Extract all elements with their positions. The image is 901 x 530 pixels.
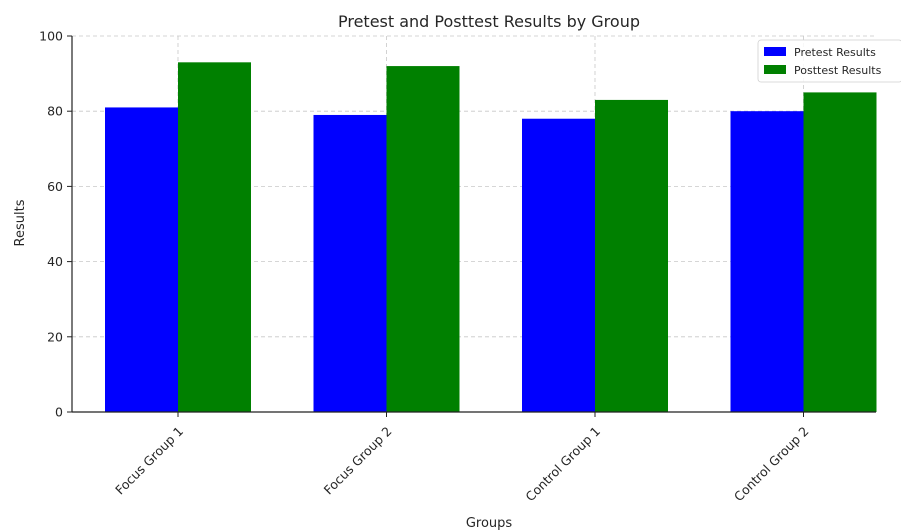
- bars: [105, 62, 877, 413]
- bar-posttest: [178, 62, 251, 412]
- x-axis-label: Groups: [466, 516, 513, 530]
- bar-posttest: [595, 99, 668, 413]
- y-tick-label: 0: [55, 405, 63, 420]
- y-axis-label: Results: [13, 199, 28, 246]
- legend-label: Posttest Results: [794, 64, 882, 77]
- legend-swatch: [764, 47, 786, 56]
- legend: Pretest Results Posttest Results: [757, 39, 901, 83]
- bar-posttest: [386, 66, 460, 412]
- bar-posttest: [803, 92, 877, 413]
- legend-swatch: [764, 65, 786, 74]
- y-tick-label: 60: [47, 179, 63, 194]
- bar-pretest: [313, 114, 387, 413]
- bar-pretest: [522, 118, 595, 412]
- y-tick-label: 40: [47, 254, 63, 269]
- x-tick-label: Control Group 2: [731, 424, 812, 505]
- axes: [71, 36, 876, 413]
- legend-label: Pretest Results: [794, 46, 876, 59]
- x-tick-label: Focus Group 2: [321, 424, 395, 498]
- x-tick-label: Control Group 1: [522, 424, 603, 505]
- legend-box: [757, 39, 901, 83]
- x-tick-label: Focus Group 1: [112, 424, 186, 498]
- chart-title: Pretest and Posttest Results by Group: [338, 12, 640, 31]
- x-axis-ticks: Focus Group 1 Focus Group 2 Control Group …: [112, 412, 812, 504]
- y-axis-ticks: 0 20 40 60 80 100: [39, 29, 72, 420]
- bar-pretest: [105, 107, 178, 412]
- y-tick-label: 100: [39, 29, 63, 44]
- y-tick-label: 20: [47, 329, 63, 344]
- y-tick-label: 80: [47, 104, 63, 119]
- bar-pretest: [730, 111, 804, 412]
